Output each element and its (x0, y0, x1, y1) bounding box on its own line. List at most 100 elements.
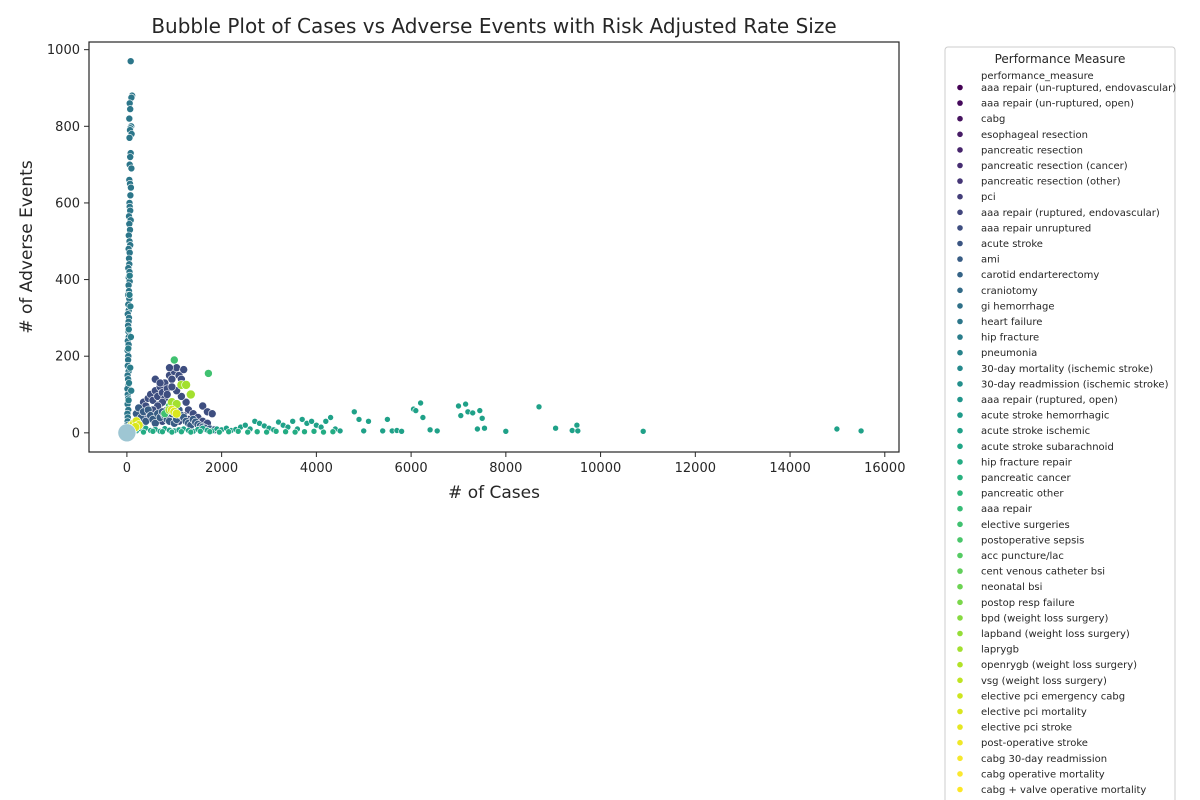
legend-label: acute stroke subarachnoid (981, 442, 1114, 453)
legend-item: 30-day readmission (ischemic stroke) (957, 379, 1169, 390)
data-point (275, 418, 282, 426)
legend-marker (957, 147, 963, 153)
legend-label: carotid endarterectomy (981, 270, 1099, 281)
x-tick-label: 2000 (205, 461, 238, 476)
legend-marker (957, 708, 963, 715)
legend-label: ami (981, 255, 1000, 266)
data-point (384, 416, 391, 423)
plot-frame (88, 41, 900, 453)
legend-label: craniotomy (981, 286, 1038, 297)
legend-marker (957, 755, 963, 762)
legend-item: acute stroke hemorrhagic (957, 411, 1109, 422)
data-point (178, 428, 185, 436)
legend-item: aaa repair (un-ruptured, open) (957, 99, 1134, 110)
y-tick-label: 600 (55, 196, 80, 211)
x-tick-label: 6000 (395, 461, 428, 476)
data-point (127, 386, 135, 395)
legend-label: laprygb (981, 645, 1019, 656)
data-point (433, 427, 441, 435)
legend-subtitle: performance_measure (981, 71, 1094, 82)
legend-marker (957, 84, 963, 91)
legend-label: 30-day readmission (ischemic stroke) (981, 379, 1169, 390)
data-point (322, 417, 330, 425)
legend-marker (957, 193, 963, 200)
x-axis: 0 2000 4000 6000 8000 10000 12000 14000 16000 (123, 452, 905, 476)
data-point (172, 363, 181, 373)
legend-item: aaa repair (ruptured, endovascular) (957, 208, 1160, 219)
legend-label: cent venous catheter bsi (981, 567, 1105, 578)
data-point (350, 408, 358, 416)
data-point (171, 408, 182, 419)
legend-marker (957, 412, 963, 418)
legend-marker (957, 287, 963, 294)
legend-marker (957, 271, 963, 278)
legend-item: 30-day mortality (ischemic stroke) (957, 364, 1153, 375)
data-point (552, 424, 559, 432)
y-axis-label: # of Adverse Events (17, 160, 37, 333)
legend-label: hip fracture repair (981, 457, 1073, 468)
data-point (502, 427, 510, 435)
legend-label: elective surgeries (981, 520, 1070, 531)
data-point (360, 427, 368, 435)
legend-item: pneumonia (957, 348, 1037, 359)
legend-item: cabg (957, 114, 1005, 125)
data-point (291, 428, 299, 436)
data-point (126, 363, 134, 372)
data-point (140, 428, 147, 436)
data-point (833, 425, 841, 433)
x-axis-label: # of Cases (448, 483, 540, 503)
data-point (125, 325, 133, 334)
legend-marker (957, 786, 963, 793)
data-point (125, 291, 134, 299)
data-point (159, 428, 166, 436)
data-point (155, 378, 165, 388)
data-point (263, 428, 270, 436)
data-point (336, 427, 344, 435)
legend-marker (957, 724, 963, 730)
legend-label: gi hemorrhage (981, 301, 1055, 312)
data-point (308, 417, 315, 425)
legend-item: gi hemorrhage (957, 301, 1055, 312)
legend-marker (957, 521, 963, 528)
data-point (125, 271, 134, 280)
y-tick-label: 400 (55, 273, 80, 288)
legend-label: aaa repair (un-ruptured, endovascular) (981, 83, 1176, 94)
data-point (207, 409, 217, 419)
legend-item: cabg 30-day readmission (957, 754, 1107, 765)
x-tick-label: 10000 (580, 461, 621, 476)
plot-area (117, 57, 865, 443)
legend-label: 30-day mortality (ischemic stroke) (981, 364, 1153, 375)
data-point (216, 428, 223, 436)
data-point (478, 414, 486, 422)
data-point (469, 409, 477, 417)
chart-title: Bubble Plot of Cases vs Adverse Events w… (151, 14, 836, 38)
legend-item: pancreatic resection (other) (957, 177, 1121, 188)
legend-item: heart failure (957, 317, 1042, 328)
data-point (426, 426, 434, 434)
legend-item: acute stroke (957, 239, 1043, 250)
data-point (125, 114, 134, 123)
legend-marker (957, 646, 963, 652)
data-point (127, 333, 135, 341)
legend-label: pancreatic cancer (981, 473, 1071, 484)
legend-marker (957, 552, 963, 559)
legend-label: aaa repair unruptured (981, 223, 1091, 234)
legend-label: postop resp failure (981, 598, 1075, 609)
legend-label: cabg + valve operative mortality (981, 785, 1146, 796)
legend-label: postoperative sepsis (981, 535, 1084, 546)
data-point (412, 407, 420, 414)
data-point (535, 403, 543, 411)
legend-label: cabg (981, 114, 1005, 125)
legend-entries: aaa repair (un-ruptured, endovascular) aa… (957, 83, 1176, 796)
y-tick-label: 1000 (47, 43, 80, 58)
legend-marker (957, 365, 963, 372)
legend-marker (957, 677, 963, 684)
data-point (225, 428, 232, 436)
data-point (568, 427, 576, 434)
legend-item: cent venous catheter bsi (957, 567, 1105, 578)
legend-item: elective pci emergency cabg (957, 691, 1125, 702)
legend-label: pci (981, 192, 996, 203)
legend-label: aaa repair (un-ruptured, open) (981, 99, 1134, 110)
legend-item: elective pci stroke (957, 723, 1072, 734)
data-point (329, 428, 337, 436)
